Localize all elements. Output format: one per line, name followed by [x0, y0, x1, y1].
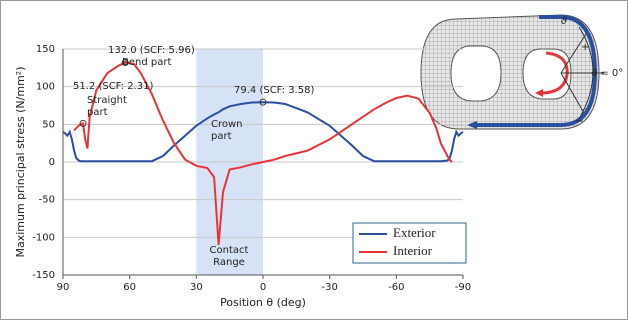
- y-axis-label: Maximum principal stress (N/mm²): [14, 66, 27, 257]
- y-tick-label: 100: [36, 82, 55, 93]
- x-axis-label: Position θ (deg): [220, 296, 306, 309]
- y-tick-label: 50: [42, 119, 55, 130]
- page: ϑ + ϑ = 0° − Maximum principal stress (N…: [0, 0, 628, 320]
- y-tick-label: 150: [36, 44, 55, 55]
- y-tick-label: -50: [39, 195, 55, 206]
- x-tick-label: -90: [455, 282, 471, 293]
- inset-label: +: [581, 42, 589, 53]
- annotation: Bend part: [122, 57, 171, 69]
- x-tick-label: 30: [190, 282, 203, 293]
- x-tick-label: 60: [123, 282, 136, 293]
- legend-label: Exterior: [393, 225, 436, 240]
- inset-label: −: [575, 116, 583, 127]
- x-tick-label: 90: [57, 282, 70, 293]
- ring-outer: [421, 15, 599, 129]
- annotation: 51.2 (SCF: 2.31): [73, 81, 153, 93]
- y-tick-label: 0: [49, 157, 55, 168]
- x-tick-label: 0: [260, 282, 266, 293]
- legend-label: Interior: [393, 243, 433, 258]
- x-tick-label: -30: [321, 282, 337, 293]
- annotation: 79.4 (SCF: 3.58): [234, 85, 314, 97]
- y-tick-label: -100: [32, 232, 55, 243]
- annotation: Straight part: [87, 95, 127, 119]
- annotation: Crown part: [211, 119, 251, 143]
- inset-label: ϑ: [561, 16, 567, 27]
- legend: Exterior Interior: [353, 223, 466, 263]
- x-tick-label: -60: [388, 282, 404, 293]
- annotation: 132.0 (SCF: 5.96): [108, 45, 195, 57]
- y-tick-label: -150: [32, 270, 55, 281]
- annotation: Contact Range: [204, 245, 254, 269]
- ring-hole: [451, 46, 501, 101]
- chart: ϑ + ϑ = 0° − Maximum principal stress (N…: [1, 1, 627, 319]
- inset-label: ϑ = 0°: [591, 68, 623, 79]
- inset: ϑ + ϑ = 0° −: [421, 15, 623, 129]
